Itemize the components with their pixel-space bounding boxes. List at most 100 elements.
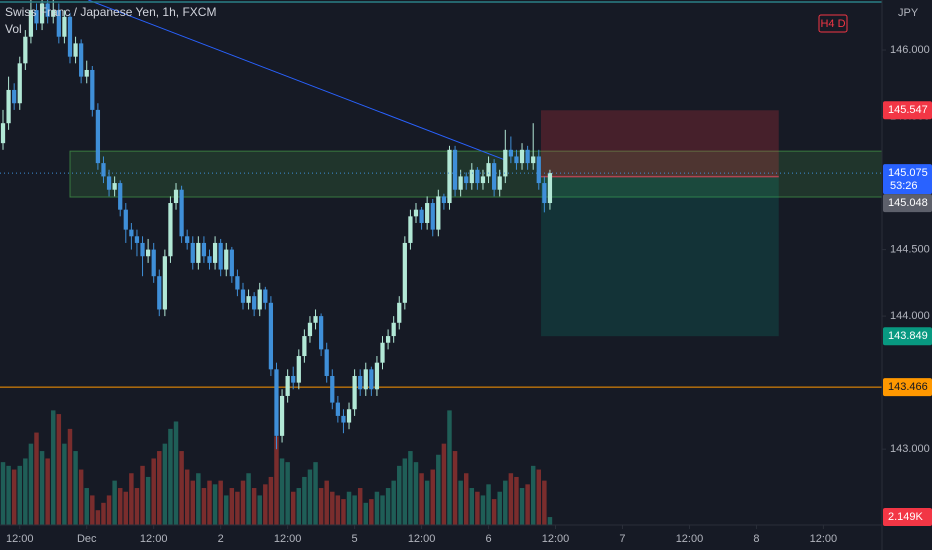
candle-body: [480, 176, 486, 184]
candle-body: [319, 316, 324, 350]
volume-bar: [157, 451, 162, 525]
candle-body: [497, 176, 502, 190]
volume-bar: [346, 491, 352, 525]
volume-bar: [23, 458, 28, 525]
candle-body: [430, 203, 435, 230]
volume-bar: [475, 491, 480, 525]
candle-body: [145, 249, 151, 257]
volume-bar: [106, 495, 112, 525]
volume-bar: [207, 480, 212, 525]
volume-bar: [268, 476, 274, 525]
volume-bar: [179, 451, 184, 525]
y-tick-label: 143.000: [890, 443, 930, 455]
volume-bar: [408, 451, 413, 525]
trendline: [88, 0, 506, 161]
volume-bar: [101, 502, 106, 525]
volume-bar: [497, 491, 502, 525]
candle-body: [246, 296, 251, 303]
candle-body: [212, 242, 218, 263]
candle-body: [547, 173, 553, 204]
volume-bar: [145, 476, 151, 525]
candle-body: [268, 302, 274, 370]
volume-bar: [117, 488, 123, 525]
candle-body: [302, 336, 307, 357]
volume-bar: [246, 473, 251, 525]
volume-bar: [45, 458, 50, 525]
candle-body: [123, 209, 128, 230]
x-tick-label: 12:00: [140, 533, 168, 545]
x-tick-label: 8: [753, 533, 759, 545]
volume-bar: [341, 499, 346, 525]
candle-body: [402, 242, 407, 303]
candle-body: [51, 10, 56, 17]
x-tick-label: 12:00: [542, 533, 570, 545]
candle-body: [218, 242, 223, 270]
volume-bar: [318, 488, 324, 525]
y-tick-label: 144.500: [890, 244, 930, 256]
volume-bar: [430, 469, 435, 525]
candle-body: [341, 415, 346, 423]
candle-body: [380, 342, 385, 363]
volume-bar: [257, 495, 262, 525]
y-tick-label: 146.000: [890, 44, 930, 56]
candle-body: [79, 43, 84, 77]
volume-bar: [17, 465, 22, 525]
volume-bar: [28, 443, 34, 525]
volume-bar: [95, 510, 101, 525]
candle-body: [252, 296, 257, 310]
volume-bar: [469, 488, 475, 525]
candle-body: [519, 149, 525, 164]
candle-body: [28, 10, 34, 37]
candle-body: [447, 149, 452, 204]
volume-bar: [173, 421, 179, 525]
candle-body: [67, 16, 73, 57]
entry-badge: 145.048: [888, 197, 928, 209]
timeframe-badge-box[interactable]: [818, 14, 848, 33]
y-tick-label: 144.000: [890, 310, 930, 322]
candle-body: [397, 302, 402, 323]
volume-bar: [34, 432, 39, 525]
candle-body: [173, 189, 179, 204]
candle-body: [296, 356, 301, 383]
candle-body: [23, 36, 28, 64]
candle-body: [525, 149, 530, 164]
volume-bar: [436, 454, 441, 525]
volume-bar: [90, 495, 95, 525]
candle-body: [134, 236, 140, 243]
timeframe-badge[interactable]: H4 D: [820, 18, 845, 30]
x-tick-label: Dec: [77, 533, 97, 545]
volume-bar: [51, 410, 56, 525]
volume-bar: [525, 484, 530, 525]
x-tick-label: 12:00: [676, 533, 704, 545]
candle-body: [39, 3, 45, 24]
last-price-badge-box: [883, 164, 932, 195]
volume-bar: [458, 480, 463, 525]
candle-body: [201, 242, 207, 257]
volume-bar: [56, 414, 62, 525]
x-tick-label: 12:00: [274, 533, 302, 545]
candle-body: [34, 10, 39, 24]
candle-body: [179, 189, 184, 237]
volume-badge: 2.149K: [888, 511, 924, 523]
volume-bar: [84, 488, 89, 525]
volume-bar: [357, 488, 363, 525]
candle-body: [542, 183, 547, 204]
volume-bar: [62, 443, 67, 525]
volume-bar: [212, 484, 218, 525]
candle-body: [73, 43, 78, 57]
countdown: 53:26: [890, 180, 918, 192]
candle-body: [95, 109, 101, 164]
candle-body: [12, 89, 17, 104]
candle-body: [263, 289, 268, 303]
candle-body: [196, 242, 201, 263]
candle-body: [190, 242, 195, 263]
candle-body: [458, 176, 463, 190]
volume-bar: [279, 458, 285, 525]
candle-body: [408, 216, 413, 243]
candle-body: [157, 276, 162, 310]
volume-bar: [335, 495, 341, 525]
candle-body: [363, 369, 368, 390]
volume-bar: [330, 491, 335, 525]
